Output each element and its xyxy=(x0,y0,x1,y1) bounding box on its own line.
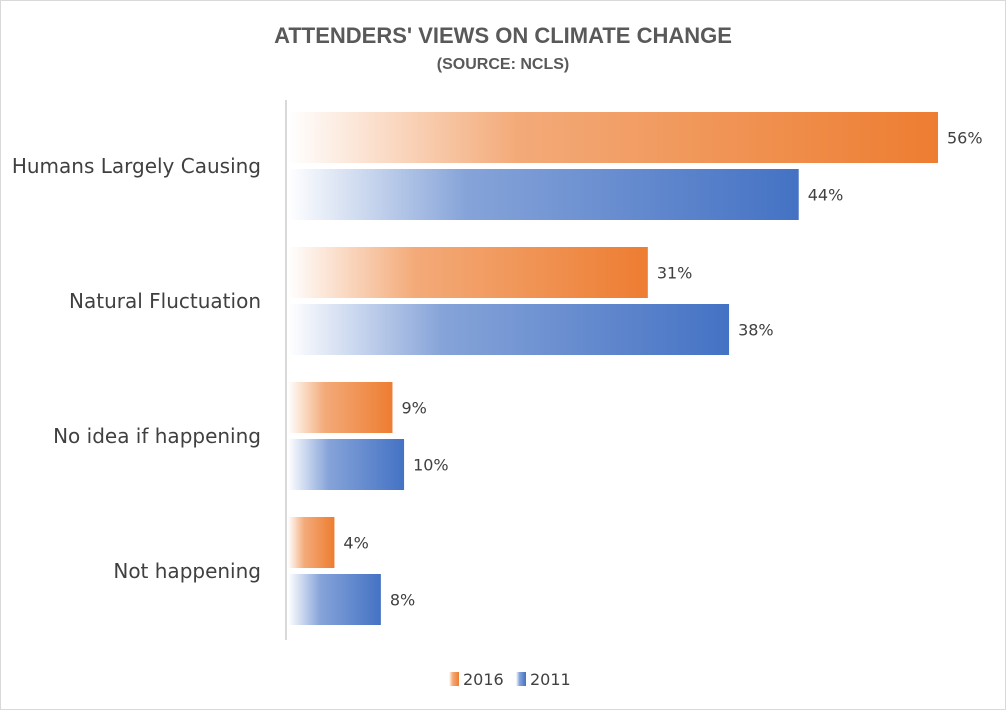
data-label-2016-humans-largely-causing: 56% xyxy=(947,129,983,148)
bar-2011-no-idea-if-happening[interactable] xyxy=(288,439,405,490)
bar-2016-natural-fluctuation[interactable] xyxy=(288,247,648,298)
bar-2011-humans-largely-causing[interactable] xyxy=(288,169,799,220)
legend-swatch-2011 xyxy=(516,672,526,686)
bar-2011-not-happening[interactable] xyxy=(288,574,381,625)
bar-2016-not-happening[interactable] xyxy=(288,517,335,568)
bar-2016-humans-largely-causing[interactable] xyxy=(288,112,938,163)
data-label-2016-not-happening: 4% xyxy=(343,534,368,553)
category-label-no-idea-if-happening: No idea if happening xyxy=(53,424,261,448)
legend[interactable]: 2016 2011 xyxy=(449,670,571,689)
legend-label-2016: 2016 xyxy=(463,670,504,689)
data-label-2011-not-happening: 8% xyxy=(390,591,415,610)
data-label-2016-natural-fluctuation: 31% xyxy=(657,264,693,283)
legend-label-2011: 2011 xyxy=(530,670,571,689)
category-label-not-happening: Not happening xyxy=(113,559,261,583)
chart-title: ATTENDERS' VIEWS ON CLIMATE CHANGE xyxy=(274,23,732,48)
bars-group: Humans Largely Causing 56% 44% Natural Fluc… xyxy=(12,112,983,625)
data-label-2011-natural-fluctuation: 38% xyxy=(738,321,774,340)
chart-subtitle: (SOURCE: NCLS) xyxy=(437,56,569,73)
data-label-2016-no-idea-if-happening: 9% xyxy=(401,399,426,418)
bar-2016-no-idea-if-happening[interactable] xyxy=(288,382,393,433)
category-label-humans-largely-causing: Humans Largely Causing xyxy=(12,154,261,178)
bar-2011-natural-fluctuation[interactable] xyxy=(288,304,730,355)
legend-swatch-2016 xyxy=(449,672,459,686)
category-label-natural-fluctuation: Natural Fluctuation xyxy=(69,289,261,313)
data-label-2011-humans-largely-causing: 44% xyxy=(808,186,844,205)
data-label-2011-no-idea-if-happening: 10% xyxy=(413,456,449,475)
